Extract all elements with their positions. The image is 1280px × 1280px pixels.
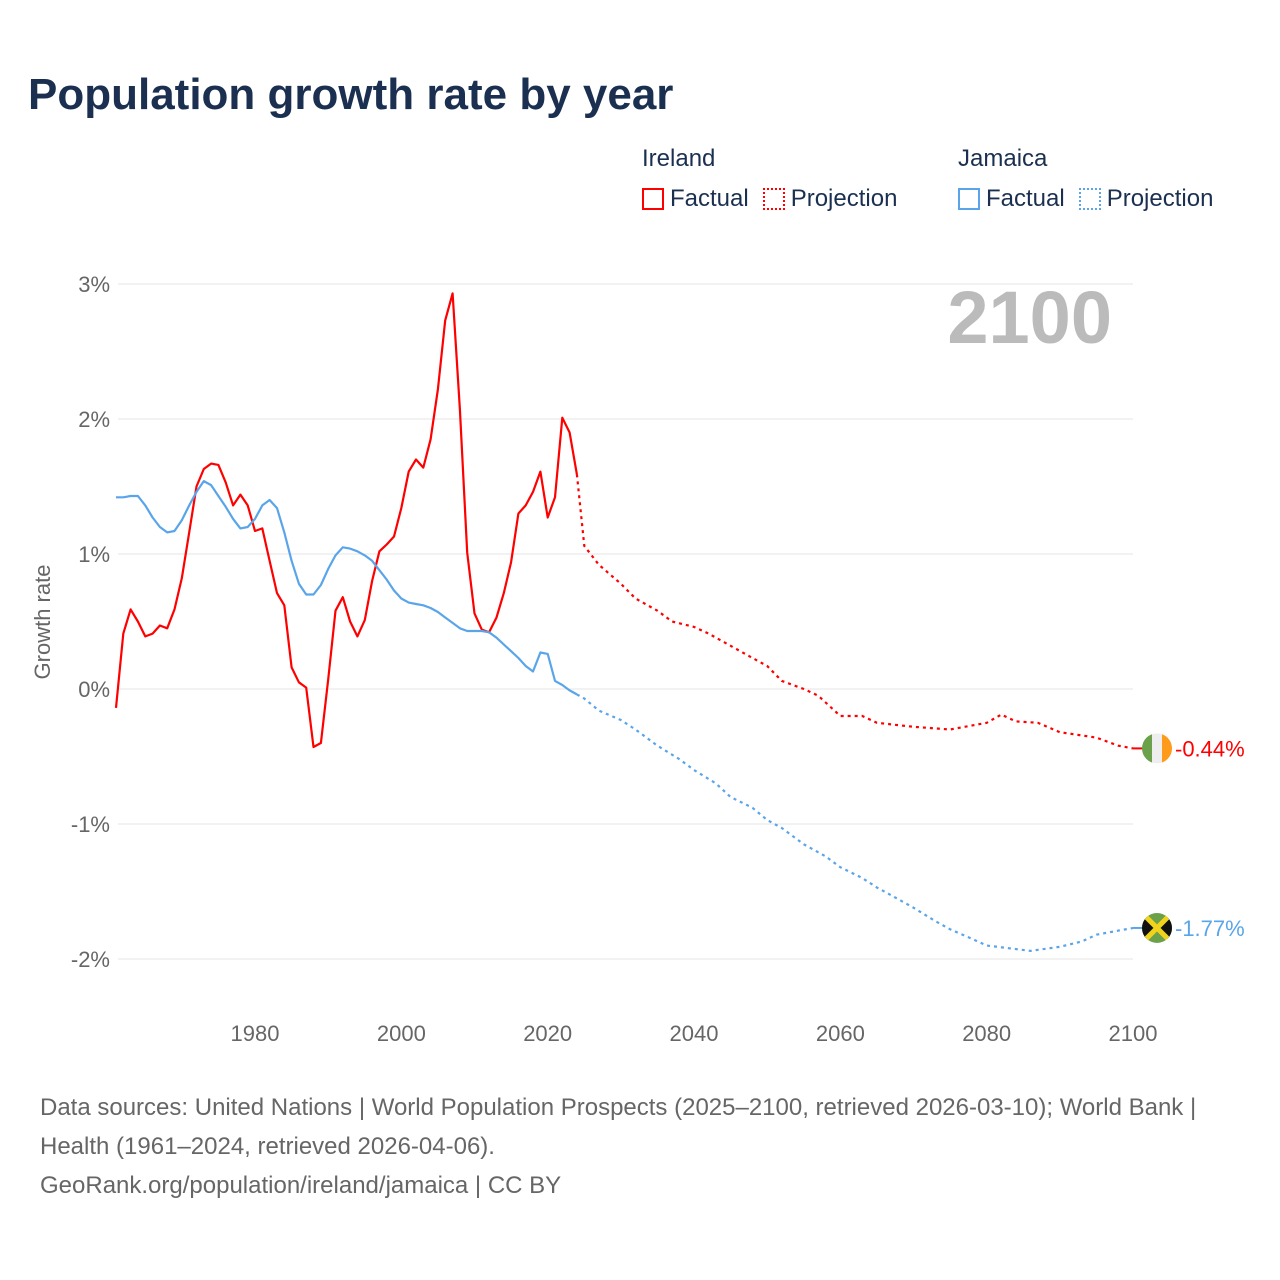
ireland-end-value-label: -0.44% [1175,736,1245,761]
x-tick-label: 2060 [816,1021,865,1046]
legend-swatch [642,188,664,210]
y-axis-label: Growth rate [30,565,55,680]
legend-ireland: Ireland Factual Projection [642,145,897,213]
x-tick-label: 1980 [231,1021,280,1046]
data-sources: Data sources: United Nations | World Pop… [40,1094,1197,1160]
legend-swatch [762,188,785,210]
legend-ireland-factual[interactable]: Factual [642,185,749,213]
legend-jamaica-factual[interactable]: Factual [958,185,1065,213]
legend-ireland-projection[interactable]: Projection [762,185,898,213]
jamaica-flag-icon [1142,912,1172,943]
legend-jamaica: Jamaica Factual Projection [958,145,1213,213]
jamaica-projection-line [576,693,1134,953]
chart-title: Population growth rate by year [28,70,674,119]
year-label: 2100 [947,276,1112,359]
x-tick-label: 2020 [523,1021,572,1046]
x-tick-label: 2040 [670,1021,719,1046]
x-tick-label: 2100 [1109,1021,1158,1046]
x-tick-label: 2000 [377,1021,426,1046]
ireland-flag-icon [1142,733,1172,764]
legend-label: Factual [670,185,749,212]
x-tick-label: 2080 [962,1021,1011,1046]
legend-jamaica-projection[interactable]: Projection [1078,185,1214,213]
legend-label: Projection [790,185,898,212]
legend-country-name: Jamaica [958,145,1048,172]
footer: Data sources: United Nations | World Pop… [40,1088,1240,1205]
y-tick-label: -1% [71,812,110,837]
credit: GeoRank.org/population/ireland/jamaica |… [40,1172,562,1199]
ireland-projection-line [575,474,1134,750]
legend-swatch [958,188,980,210]
y-tick-label: 1% [78,542,110,567]
legend-label: Factual [986,185,1065,212]
y-tick-label: 2% [78,407,110,432]
jamaica-factual-line [116,480,578,696]
legend-label: Projection [1106,185,1214,212]
y-tick-label: 0% [78,677,110,702]
jamaica-end-value-label: -1.77% [1175,916,1245,941]
y-tick-label: -2% [71,947,110,972]
ireland-factual-line [114,292,578,749]
chart-plot: 3% 2% 1% 0% -1% -2% 1980 2000 2020 2040 2060 2080 21… [30,272,1245,1046]
legend-country-name: Ireland [642,145,716,172]
y-tick-label: 3% [78,272,110,297]
legend-swatch [1078,188,1101,210]
